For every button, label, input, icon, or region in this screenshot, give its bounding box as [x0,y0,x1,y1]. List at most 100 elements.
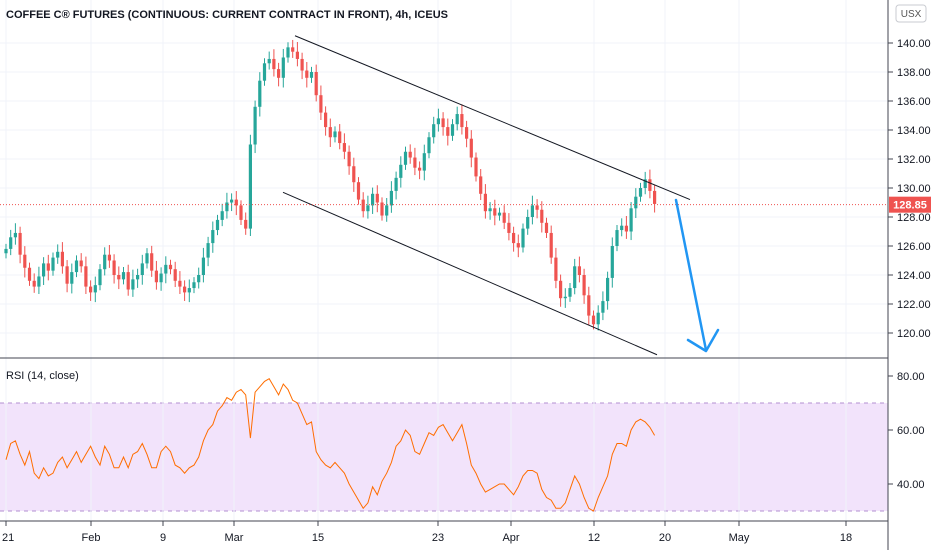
candle [427,132,431,159]
candle [512,226,516,252]
candle [418,161,422,180]
candle [286,42,290,63]
candle [178,271,182,294]
candle [366,195,370,219]
candle [573,258,577,295]
candle [356,177,361,205]
candle [554,247,558,289]
candle [150,245,154,277]
candle [154,260,158,290]
candle [74,255,79,278]
time-tick-label: 12 [588,532,600,544]
candle [568,282,572,302]
candle [42,257,46,286]
candle [18,226,22,264]
candle [643,171,647,195]
candle [319,85,323,120]
candle [84,256,88,294]
candle [201,247,205,283]
grid [0,0,888,521]
candle [615,224,619,252]
candle [136,268,140,288]
price-tick-label: 128.00 [897,212,931,224]
candle [13,223,17,245]
candle [206,236,210,267]
price-tick-label: 130.00 [897,183,931,195]
candle [634,188,638,219]
candle [23,246,27,278]
candle [465,120,469,148]
arrow-head [686,328,720,353]
candle [338,124,342,150]
candle [502,205,506,230]
candle [380,197,384,221]
candle [497,207,502,221]
candle [117,266,121,290]
rsi-axis: 80.00 60.00 40.00 [888,371,925,491]
candle [291,39,295,58]
candle [530,195,534,225]
candle [234,191,238,216]
candle [145,248,149,269]
trendline [294,35,691,201]
trendline [282,191,658,356]
candle [544,217,549,239]
candle [413,147,417,176]
candle [483,184,487,219]
candle [295,41,299,67]
candle [300,52,304,80]
candle [272,49,276,77]
candle [79,253,83,273]
candle [173,261,177,288]
candle [582,268,586,304]
candle [446,118,450,146]
candle [112,254,116,284]
candle [422,144,426,181]
candle [140,254,144,285]
price-tick-label: 136.00 [897,96,931,108]
candle [277,62,281,87]
candle [624,215,628,239]
price-tick-label: 122.00 [897,299,931,311]
candle [606,271,610,310]
candle [455,106,459,131]
rsi-tick-label: 80.00 [897,371,925,383]
candle [493,199,497,226]
candle [587,286,591,326]
candle [244,212,248,235]
chart-title: COFFEE C® FUTURES (CONTINUOUS: CURRENT C… [6,9,448,21]
candle [516,234,520,258]
candle [375,185,379,213]
time-tick-label: 15 [312,532,324,544]
candle [629,202,633,241]
candle [230,193,234,212]
candle [211,221,215,253]
candle [577,256,581,283]
candle [248,134,252,236]
candle [103,247,107,276]
candle [563,288,567,308]
candle [549,225,553,264]
candle [258,72,262,117]
candle [262,58,267,86]
candle [51,252,55,276]
candle [267,51,271,70]
candle [399,156,403,188]
currency-button[interactable]: USX [895,4,927,23]
candle [474,152,478,182]
candle [450,119,455,141]
candle [403,146,408,170]
candle [610,237,614,288]
candle [408,144,412,164]
candle [324,106,328,136]
time-tick-label: 23 [432,532,444,544]
time-axis: 21 Feb 9 Mar 15 23 Apr 12 20 May 18 [2,521,852,544]
candle [314,64,318,102]
candle [4,243,8,259]
candle [559,274,563,307]
candle [488,202,492,220]
candle [197,267,201,289]
last-price-label: 128.85 [893,200,927,212]
candle [596,305,600,331]
candle [352,157,356,192]
